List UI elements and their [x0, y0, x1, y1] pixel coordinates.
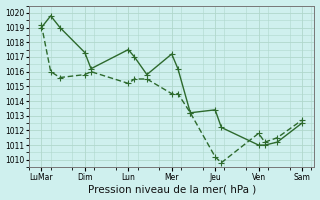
X-axis label: Pression niveau de la mer( hPa ): Pression niveau de la mer( hPa ) [88, 184, 256, 194]
